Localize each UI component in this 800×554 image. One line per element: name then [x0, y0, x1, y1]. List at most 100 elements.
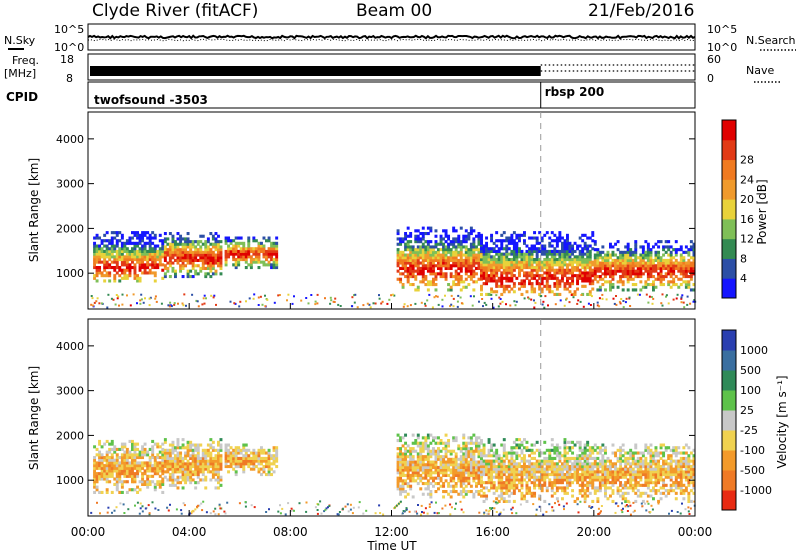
heatmap-cell: [464, 444, 468, 448]
heatmap-cell: [462, 240, 466, 244]
heatmap-cell: [211, 258, 215, 262]
nave-trace: [540, 64, 695, 72]
heatmap-cell: [561, 271, 564, 275]
heatmap-cell: [561, 467, 564, 471]
heatmap-cell: [553, 249, 557, 253]
heatmap-cell: [184, 456, 188, 460]
heatmap-cell: [563, 459, 567, 463]
heatmap-cell: [132, 293, 135, 296]
heatmap-cell: [571, 446, 575, 450]
heatmap-cell: [480, 452, 483, 456]
heatmap-cell: [505, 266, 509, 270]
heatmap-cell: [275, 252, 279, 256]
heatmap-cell: [540, 290, 544, 294]
heatmap-cell: [487, 451, 491, 455]
heatmap-cell: [636, 494, 640, 498]
heatmap-cell: [239, 448, 243, 452]
heatmap-cell: [123, 458, 127, 462]
heatmap-cell: [432, 439, 435, 443]
heatmap-cell: [639, 269, 643, 273]
heatmap-cell: [419, 444, 423, 448]
heatmap-cell: [156, 442, 160, 446]
heatmap-cell: [621, 494, 625, 498]
heatmap-cell: [561, 263, 564, 267]
heatmap-cell: [439, 468, 443, 472]
heatmap-cell: [576, 459, 580, 463]
heatmap-cell: [115, 239, 119, 243]
heatmap-cell: [538, 241, 542, 245]
heatmap-cell: [267, 467, 271, 471]
heatmap-cell: [634, 240, 638, 244]
heatmap-cell: [136, 241, 140, 245]
heatmap-cell: [401, 471, 405, 475]
heatmap-cell: [634, 486, 638, 490]
heatmap-cell: [128, 472, 132, 476]
heatmap-cell: [457, 457, 461, 461]
heatmap-cell: [136, 474, 140, 478]
heatmap-cell: [239, 258, 243, 262]
heatmap-cell: [609, 470, 612, 474]
heatmap-cell: [659, 261, 663, 265]
heatmap-cell: [689, 245, 693, 249]
heatmap-cell: [454, 457, 458, 461]
heatmap-cell: [214, 462, 218, 466]
heatmap-cell: [510, 446, 514, 450]
heatmap-cell: [120, 466, 124, 470]
heatmap-cell: [249, 456, 253, 460]
heatmap-cell: [242, 241, 246, 245]
heatmap-cell: [611, 272, 615, 276]
heatmap-cell: [563, 282, 567, 286]
heatmap-cell: [449, 285, 453, 289]
heatmap-cell: [568, 446, 572, 450]
heatmap-cell: [480, 245, 483, 249]
heatmap-cell: [545, 456, 549, 460]
heatmap-cell: [485, 459, 489, 463]
heatmap-cell: [550, 494, 554, 498]
heatmap-cell: [500, 475, 504, 479]
heatmap-cell: [672, 248, 676, 252]
heatmap-cell: [609, 242, 612, 246]
heatmap-cell: [596, 465, 600, 469]
heatmap-cell: [629, 462, 633, 466]
heatmap-cell: [576, 462, 580, 466]
heatmap-cell: [204, 275, 208, 279]
heatmap-cell: [573, 499, 577, 503]
heatmap-cell: [483, 301, 486, 304]
heatmap-cell: [487, 489, 491, 493]
heatmap-cell: [439, 261, 443, 265]
heatmap-cell: [265, 239, 268, 243]
heatmap-cell: [550, 268, 554, 272]
heatmap-cell: [523, 252, 526, 256]
heatmap-cell: [611, 473, 615, 477]
heatmap-cell: [120, 268, 124, 272]
heatmap-cell: [196, 300, 199, 303]
heatmap-cell: [548, 284, 552, 288]
heatmap-cell: [533, 462, 537, 466]
heatmap-cell: [520, 491, 524, 495]
heatmap-cell: [447, 256, 451, 260]
heatmap-cell: [421, 245, 425, 249]
heatmap-cell: [588, 249, 592, 253]
heatmap-cell: [500, 247, 504, 251]
heatmap-cell: [467, 463, 471, 467]
heatmap-cell: [626, 248, 630, 252]
heatmap-cell: [520, 255, 524, 259]
heatmap-cell: [545, 258, 549, 262]
heatmap-cell: [168, 248, 172, 252]
heatmap-cell: [578, 465, 582, 469]
heatmap-cell: [196, 264, 200, 268]
heatmap-cell: [566, 239, 569, 243]
heatmap-cell: [174, 242, 177, 246]
heatmap-cell: [234, 244, 238, 248]
heatmap-cell: [141, 461, 145, 465]
heatmap-cell: [452, 240, 456, 244]
heatmap-cell: [108, 458, 112, 462]
heatmap-cell: [649, 494, 653, 498]
heatmap-cell: [621, 256, 625, 260]
heatmap-cell: [272, 462, 276, 466]
heatmap-cell: [482, 255, 486, 259]
heatmap-cell: [444, 261, 448, 265]
heatmap-cell: [485, 454, 489, 458]
heatmap-cell: [459, 492, 463, 496]
heatmap-cell: [583, 451, 587, 455]
